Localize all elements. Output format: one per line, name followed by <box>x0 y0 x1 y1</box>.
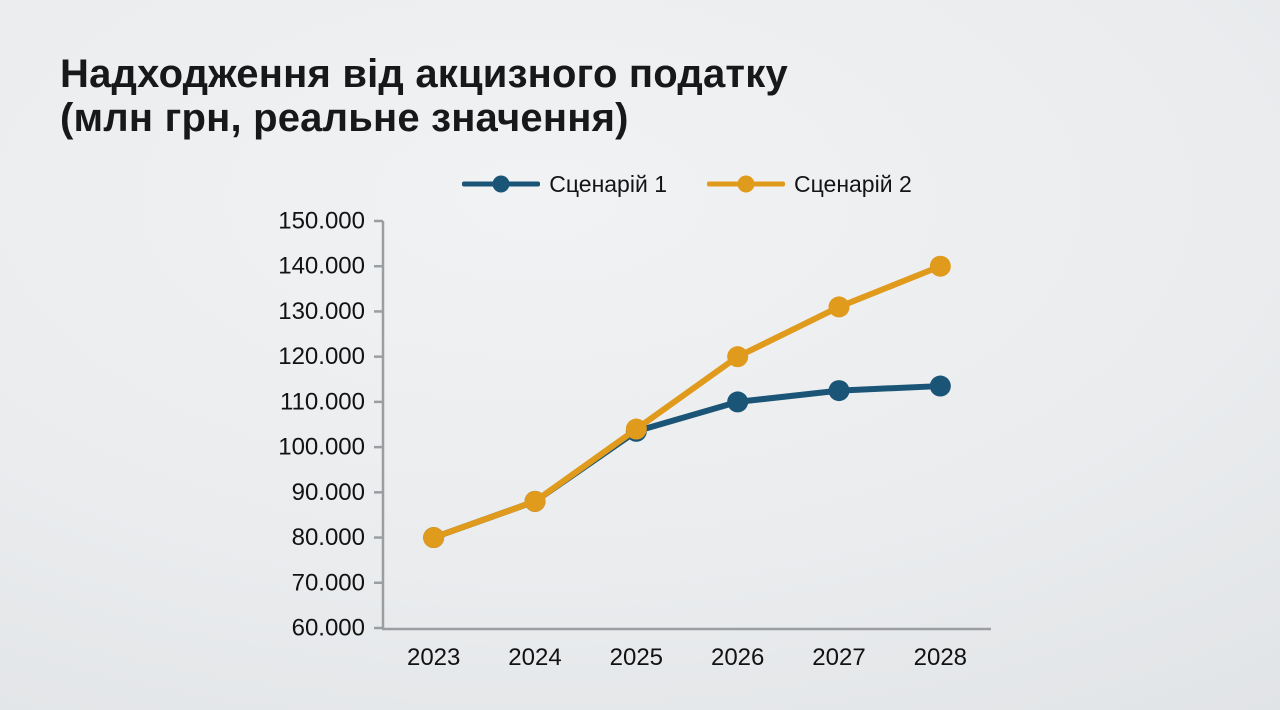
y-tick-label: 80.000 <box>292 524 365 551</box>
chart-title-line-2: (млн грн, реальне значення) <box>60 96 629 140</box>
chart-legend: Сценарій 1 Сценарій 2 <box>383 168 991 200</box>
legend-swatch-dot <box>737 175 755 193</box>
series-line-1 <box>432 383 941 541</box>
chart-title-line-1: Надходження від акцизного податку <box>60 52 788 96</box>
y-tick-label: 110.000 <box>280 388 365 415</box>
y-tick-label: 70.000 <box>292 569 365 596</box>
x-tick-label: 2028 <box>914 644 967 671</box>
y-tick-label: 60.000 <box>292 615 365 642</box>
data-point-series-2 <box>423 527 445 549</box>
data-point-series-2 <box>625 418 647 440</box>
series-line-2 <box>432 263 942 541</box>
data-point-series-2 <box>929 255 951 277</box>
x-tick-label: 2027 <box>812 644 865 671</box>
data-point-series-2 <box>828 296 850 318</box>
y-tick-label: 120.000 <box>278 343 365 370</box>
x-tick-label: 2023 <box>407 644 460 671</box>
y-tick-label: 100.000 <box>278 434 365 461</box>
legend-swatch-scenario-2 <box>707 175 785 193</box>
x-tick-label: 2025 <box>610 644 663 671</box>
x-tick-label: 2024 <box>508 644 561 671</box>
legend-label-scenario-2: Сценарій 2 <box>794 170 912 197</box>
data-point-series-2 <box>727 346 749 368</box>
x-tick-label: 2026 <box>711 644 764 671</box>
data-point-series-1 <box>929 375 951 397</box>
legend-swatch-scenario-1 <box>462 175 541 193</box>
chart-title: Надходження від акцизного податку (млн г… <box>60 52 788 140</box>
y-tick-label: 130.000 <box>278 298 365 325</box>
y-tick-label: 140.000 <box>278 253 365 280</box>
data-point-series-1 <box>727 391 749 413</box>
data-point-series-2 <box>524 490 546 512</box>
y-tick-label: 90.000 <box>292 479 365 506</box>
legend-swatch-dot <box>492 175 510 193</box>
data-point-series-1 <box>828 380 850 402</box>
legend-item-scenario-2: Сценарій 2 <box>707 171 912 198</box>
y-tick-label: 150.000 <box>278 208 365 235</box>
legend-item-scenario-1: Сценарій 1 <box>462 171 667 198</box>
legend-label-scenario-1: Сценарій 1 <box>549 170 667 197</box>
